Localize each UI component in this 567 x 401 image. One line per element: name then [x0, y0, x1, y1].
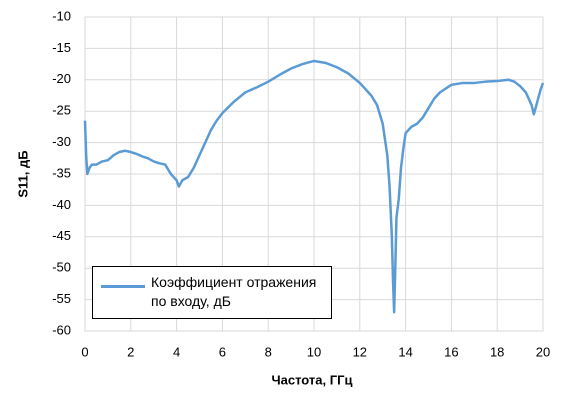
data-line: [83, 59, 545, 314]
y-axis-label: S11, дБ: [15, 150, 30, 197]
y-tick-label: -15: [52, 40, 71, 55]
x-tick-label: 6: [219, 344, 226, 359]
y-tick-label: -45: [52, 228, 71, 243]
x-tick-label: 16: [444, 344, 458, 359]
x-axis-label: Частота, ГГц: [272, 372, 353, 387]
x-tick-label: 12: [353, 344, 367, 359]
x-tick-label: 8: [265, 344, 272, 359]
y-tick-label: -50: [52, 260, 71, 275]
x-tick-label: 2: [127, 344, 134, 359]
y-tick-label: -25: [52, 103, 71, 118]
x-tick-label: 20: [536, 344, 550, 359]
x-tick-label: 14: [398, 344, 412, 359]
x-tick-label: 10: [307, 344, 321, 359]
legend-label: Коэффициент отражения по входу, дБ: [151, 274, 317, 309]
y-tick-label: -20: [52, 71, 71, 86]
y-tick-label: -35: [52, 165, 71, 180]
y-tick-label: -30: [52, 134, 71, 149]
y-tick-label: -55: [52, 291, 71, 306]
legend-swatch: [101, 285, 145, 288]
y-tick-label: -40: [52, 197, 71, 212]
plot-border: [84, 16, 544, 332]
y-tick-label: -60: [52, 322, 71, 337]
legend: Коэффициент отражения по входу, дБ: [92, 266, 332, 319]
x-tick-label: 0: [81, 344, 88, 359]
y-tick-label: -10: [52, 8, 71, 23]
x-tick-label: 4: [173, 344, 180, 359]
x-tick-label: 18: [490, 344, 504, 359]
